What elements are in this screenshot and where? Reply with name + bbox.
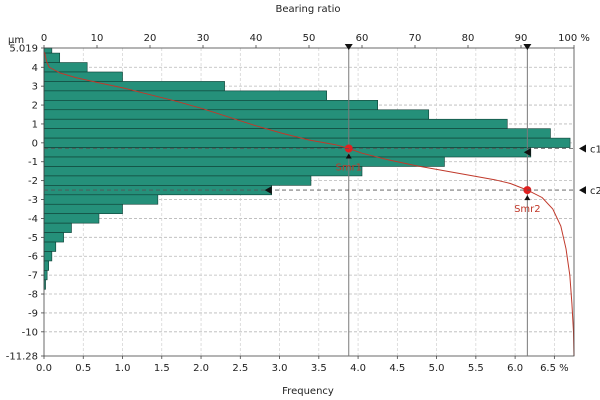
marker-point-triangle	[345, 153, 352, 159]
histogram-bar	[43, 90, 327, 101]
marker-label: Smr2	[514, 204, 541, 215]
marker-top-triangle	[344, 44, 353, 50]
bottom-tick-label: 3.0	[272, 363, 288, 374]
left-axis-unit: µm	[8, 35, 24, 46]
left-tick-label: -1	[28, 157, 38, 168]
top-tick-label: 80	[462, 33, 475, 44]
left-tick-label: -8	[28, 290, 38, 301]
bottom-axis-title: Frequency	[282, 386, 334, 397]
bottom-tick-label: 1.0	[115, 363, 131, 374]
histogram-bar	[43, 241, 57, 252]
histogram-bar	[43, 147, 532, 158]
top-tick-label: 0	[41, 33, 47, 44]
histogram-bar	[43, 47, 53, 54]
bottom-tick-label: 0.5	[75, 363, 91, 374]
histogram-bar	[43, 62, 88, 73]
histogram-bar	[43, 213, 100, 224]
histogram-bar	[43, 222, 72, 233]
top-tick-label: 40	[250, 33, 263, 44]
level-label: c2	[590, 186, 600, 197]
left-tick-label: 2	[32, 101, 38, 112]
marker-layer: Smr1 Smr2 c1 c2	[44, 44, 600, 356]
histogram-bar	[43, 203, 123, 215]
top-tick-label: 90	[515, 33, 528, 44]
left-tick-label: -11.28	[6, 352, 38, 363]
histogram-bar	[43, 232, 64, 243]
left-tick-label: -6	[28, 252, 38, 263]
left-tick-label: -2	[28, 176, 38, 187]
level-arrow	[579, 144, 586, 153]
histogram-bar	[43, 166, 363, 177]
top-tick-label: 20	[144, 33, 157, 44]
histogram-bar	[43, 260, 50, 271]
histogram-bar	[43, 270, 48, 281]
left-tick-label: 5.019	[9, 44, 38, 55]
histogram-pointer	[264, 186, 272, 195]
left-tick-label: -10	[22, 327, 38, 338]
marker-label: Smr1	[335, 163, 362, 174]
top-tick-label: 30	[197, 33, 210, 44]
histogram-bar	[43, 175, 312, 186]
histogram-bar	[43, 251, 53, 262]
marker-point-triangle	[524, 195, 531, 201]
marker-top-triangle	[523, 44, 532, 50]
histogram-bar	[43, 81, 225, 92]
left-tick-label: -3	[28, 195, 38, 206]
bottom-tick-label: 0.0	[36, 363, 52, 374]
left-tick-label: 4	[32, 63, 38, 74]
left-tick-label: -7	[28, 271, 38, 282]
top-tick-label: 100 %	[558, 33, 590, 44]
top-tick-label: 50	[303, 33, 316, 44]
bottom-tick-label: 4.5	[389, 363, 405, 374]
bottom-tick-label: 5.5	[468, 363, 484, 374]
top-axis-title: Bearing ratio	[276, 4, 341, 15]
left-tick-label: 3	[32, 82, 38, 93]
level-label: c1	[590, 145, 600, 156]
histogram-bar	[43, 194, 159, 205]
bottom-tick-label: 4.0	[350, 363, 366, 374]
histogram-bar	[43, 100, 379, 111]
level-arrow	[579, 186, 586, 195]
bearing-curve-layer	[44, 51, 575, 357]
left-tick-label: 1	[32, 119, 38, 130]
top-tick-label: 70	[409, 33, 422, 44]
left-tick-label: -9	[28, 308, 38, 319]
histogram-bar	[43, 118, 508, 129]
bottom-tick-label: 2.0	[193, 363, 209, 374]
histogram-pointer	[523, 148, 531, 157]
bearing-ratio-curve	[44, 51, 575, 357]
bottom-tick-label: 5.0	[429, 363, 445, 374]
left-tick-label: -4	[28, 214, 38, 225]
bottom-tick-label: 3.5	[311, 363, 327, 374]
top-tick-label: 60	[356, 33, 369, 44]
bottom-tick-label: 6.0	[507, 363, 523, 374]
top-tick-label: 10	[91, 33, 104, 44]
left-tick-label: -5	[28, 233, 38, 244]
left-tick-label: 0	[32, 138, 38, 149]
bottom-tick-label: 1.5	[154, 363, 170, 374]
bottom-tick-label: 2.5	[232, 363, 248, 374]
histogram-bar	[43, 71, 123, 82]
bottom-tick-label: 6.5 %	[540, 363, 569, 374]
histogram-bar	[43, 109, 430, 120]
